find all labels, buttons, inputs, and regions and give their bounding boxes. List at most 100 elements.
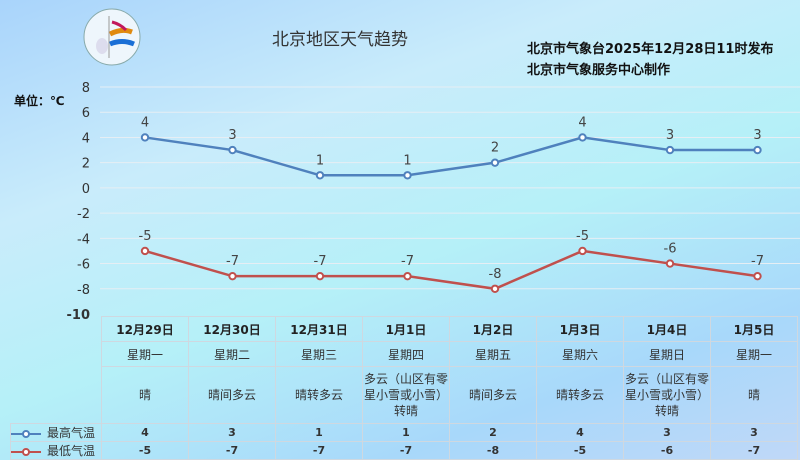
series-line-low [144, 249, 758, 291]
high-temp-cell: 1 [275, 423, 363, 442]
temperature-chart: 8 6 4 2 0 -2 -4 -6 -8 -10 4 3 1 1 2 4 3 3 -5 -7 -7 -7 -8 -5 -6 -7 [67, 81, 800, 320]
y-tick-label: -4 [77, 232, 90, 247]
blank-cell [11, 317, 102, 342]
data-label: -7 [751, 254, 764, 269]
forecast-table: 12月29日 12月30日 12月31日 1月1日 1月2日 1月3日 1月4日 1月5日 星… [10, 316, 798, 460]
weather-cell: 晴转多云 [536, 366, 624, 424]
blank-cell [11, 342, 102, 367]
date-cell: 1月2日 [449, 316, 537, 342]
blank-cell [11, 367, 102, 424]
producer-info: 北京市气象服务中心制作 [527, 63, 671, 78]
high-line-marker-icon [11, 430, 41, 438]
y-tick-label: 4 [82, 131, 90, 146]
data-label: 3 [753, 128, 761, 143]
data-point [315, 271, 325, 281]
meteorological-service-logo [82, 6, 142, 68]
y-tick-label: 8 [82, 81, 90, 96]
high-temp-cell: 3 [710, 423, 798, 442]
weather-cell: 晴 [710, 366, 798, 424]
weather-cell: 晴 [101, 366, 189, 424]
data-label: -7 [401, 254, 414, 269]
high-temp-cell: 4 [101, 423, 189, 442]
high-temp-cell: 3 [188, 423, 276, 442]
weather-cell: 多云（山区有零星小雪或小雪）转晴 [623, 366, 711, 424]
weekday-cell: 星期日 [623, 341, 711, 367]
data-point [315, 171, 325, 180]
y-tick-label: 6 [82, 106, 90, 121]
high-temp-cell: 1 [362, 423, 450, 442]
weekday-cell: 星期六 [536, 341, 624, 367]
data-point [578, 133, 587, 142]
y-tick-label: 0 [82, 182, 90, 197]
weather-cell: 晴转多云 [275, 366, 363, 424]
weather-cell: 晴间多云 [449, 366, 537, 424]
date-cell: 1月4日 [623, 316, 711, 342]
data-point [228, 145, 237, 155]
legend-low: 最低气温 [10, 441, 102, 460]
low-line-marker-icon [11, 448, 41, 456]
low-temp-cell: -5 [536, 441, 624, 460]
y-tick-label: -8 [77, 283, 90, 298]
data-label: 1 [403, 153, 411, 168]
y-tick-label: -2 [77, 207, 90, 222]
weather-cell: 多云（山区有零星小雪或小雪）转晴 [362, 366, 450, 424]
date-cell: 12月29日 [101, 316, 189, 342]
data-point [228, 271, 237, 281]
date-cell: 12月30日 [188, 316, 276, 342]
data-point [665, 145, 675, 155]
weather-cell: 晴间多云 [188, 366, 276, 424]
data-label: 1 [316, 153, 324, 168]
legend-high: 最高气温 [10, 423, 102, 442]
data-label: 3 [228, 128, 236, 143]
data-label: -7 [226, 254, 239, 269]
data-label: -5 [576, 229, 589, 244]
data-label: 4 [578, 115, 586, 130]
data-label: -5 [139, 229, 152, 244]
low-temp-cell: -7 [275, 441, 363, 460]
weekday-cell: 星期一 [101, 341, 189, 367]
low-temp-cell: -5 [101, 441, 189, 460]
series-line-high [144, 136, 758, 177]
data-point [403, 271, 412, 281]
data-point [490, 158, 500, 167]
y-tick-label: 2 [82, 157, 90, 172]
low-temp-cell: -8 [449, 441, 537, 460]
high-temp-cell: 2 [449, 423, 537, 442]
y-tick-label: -10 [67, 308, 91, 320]
data-label: -8 [489, 267, 502, 282]
data-point [140, 246, 150, 256]
weekday-cell: 星期五 [449, 341, 537, 367]
data-label: -6 [664, 242, 677, 257]
unit-label: 单位：℃ [14, 94, 65, 108]
weekday-cell: 星期四 [362, 341, 450, 367]
data-point [490, 284, 500, 293]
data-point [140, 133, 150, 142]
y-tick-label: -6 [77, 258, 90, 273]
data-point [753, 145, 762, 155]
data-point [403, 171, 412, 180]
chart-title: 北京地区天气趋势 [272, 30, 408, 50]
date-cell: 1月3日 [536, 316, 624, 342]
low-temp-cell: -7 [710, 441, 798, 460]
legend-low-label: 最低气温 [47, 444, 96, 458]
weekday-cell: 星期三 [275, 341, 363, 367]
data-point [665, 259, 675, 268]
high-temp-cell: 4 [536, 423, 624, 442]
date-cell: 1月1日 [362, 316, 450, 342]
low-temp-cell: -7 [362, 441, 450, 460]
legend-high-label: 最高气温 [47, 426, 96, 440]
date-cell: 1月5日 [710, 316, 798, 342]
data-label: 4 [141, 115, 149, 130]
data-label: -7 [314, 254, 327, 269]
data-point [753, 271, 762, 281]
publish-info: 北京市气象台2025年12月28日11时发布 [527, 42, 774, 57]
data-label: 3 [666, 128, 674, 143]
date-cell: 12月31日 [275, 316, 363, 342]
weekday-cell: 星期一 [710, 341, 798, 367]
high-temp-cell: 3 [623, 423, 711, 442]
low-temp-cell: -7 [188, 441, 276, 460]
low-temp-cell: -6 [623, 441, 711, 460]
data-point [578, 246, 587, 256]
data-label: 2 [491, 141, 499, 156]
weekday-cell: 星期二 [188, 341, 276, 367]
